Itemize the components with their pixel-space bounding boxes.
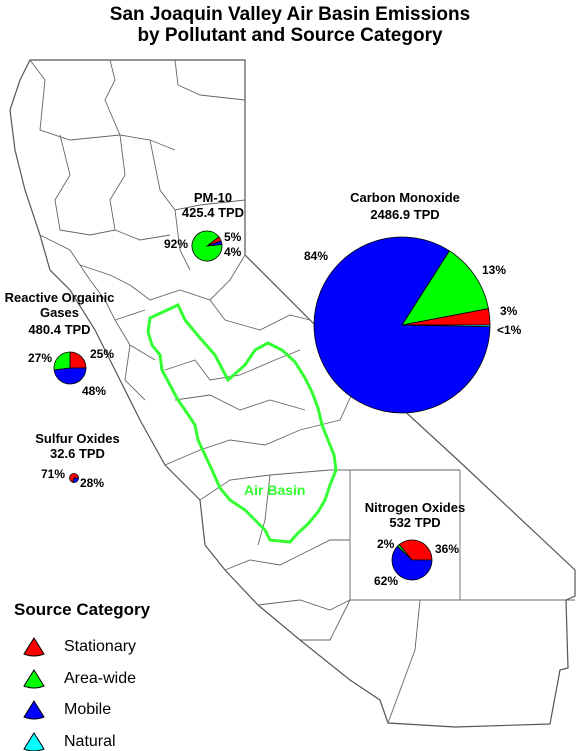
pm10-total: 425.4 TPD — [168, 205, 258, 220]
rog-name: Reactive Orgainic Gases — [2, 290, 117, 320]
rog-stationary-pct: 25% — [90, 348, 114, 361]
nox-mobile-pct: 62% — [374, 575, 398, 588]
co-area-wide-pct: 13% — [482, 264, 506, 277]
co-stationary-pct: 3% — [500, 305, 517, 318]
co-total: 2486.9 TPD — [340, 207, 470, 222]
co-natural-pct: <1% — [497, 324, 521, 337]
sulfur-oxides-mobile-slice — [73, 478, 78, 483]
map-title-line2: by Pollutant and Source Category — [0, 25, 580, 46]
rog-total: 480.4 TPD — [2, 322, 117, 337]
co-mobile-pct: 84% — [304, 250, 328, 263]
co-name: Carbon Monoxide — [340, 190, 470, 205]
reactive-orgainic-gases-stationary-slice — [70, 352, 86, 368]
blue-triangle-icon — [24, 701, 44, 719]
sox-total: 32.6 TPD — [20, 446, 135, 461]
legend-item-area-wide: Area-wide — [64, 670, 136, 688]
pm10-area-wide-pct: 92% — [164, 238, 188, 251]
sox-name: Sulfur Oxides — [20, 431, 135, 446]
nox-name: Nitrogen Oxides — [355, 500, 475, 515]
sox-mobile-pct: 28% — [80, 477, 104, 490]
green-triangle-icon — [24, 670, 44, 688]
red-triangle-icon — [24, 638, 44, 656]
rog-mobile-pct: 48% — [82, 385, 106, 398]
pm10-name: PM-10 — [168, 190, 258, 205]
legend-title: Source Category — [14, 600, 150, 620]
legend-item-natural: Natural — [64, 733, 116, 751]
pm10-stationary-pct: 5% — [224, 231, 241, 244]
reactive-orgainic-gases-area-wide-slice — [54, 352, 70, 370]
nox-total: 532 TPD — [355, 515, 475, 530]
reactive-orgainic-gases-mobile-slice — [54, 368, 86, 384]
legend-item-mobile: Mobile — [64, 701, 111, 719]
sox-stationary-pct: 71% — [41, 468, 65, 481]
map-title-line1: San Joaquin Valley Air Basin Emissions — [0, 4, 580, 25]
nox-area-wide-pct: 2% — [377, 538, 394, 551]
air-basin-label: Air Basin — [244, 482, 305, 498]
nox-stationary-pct: 36% — [435, 543, 459, 556]
rog-area-wide-pct: 27% — [28, 352, 52, 365]
cyan-triangle-icon — [24, 733, 44, 751]
legend-item-stationary: Stationary — [64, 638, 136, 656]
pm10-mobile-pct: 4% — [224, 246, 241, 259]
